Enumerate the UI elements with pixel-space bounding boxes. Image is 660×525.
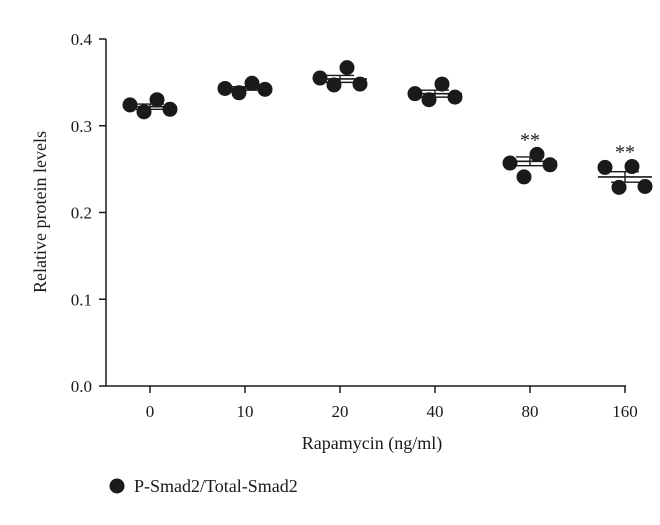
- plot-area: ** **: [122, 60, 653, 195]
- y-tick-label: 0.0: [71, 377, 92, 396]
- x-axis-title: Rapamycin (ng/ml): [302, 433, 442, 454]
- data-point: [352, 76, 368, 92]
- y-tick-label: 0.1: [71, 290, 92, 309]
- data-point: [529, 146, 545, 162]
- data-point: [217, 80, 233, 96]
- axes: 0.0 0.1 0.2 0.3 0.4 0 10 20 40 80 160: [71, 30, 638, 421]
- data-point: [637, 178, 653, 194]
- y-axis-title: Relative protein levels: [30, 131, 50, 293]
- x-tick-label: 40: [427, 402, 444, 421]
- data-point: [597, 159, 613, 175]
- data-point: [257, 81, 273, 97]
- data-point: [244, 75, 260, 91]
- data-point: [136, 104, 152, 120]
- data-point: [611, 179, 627, 195]
- significance-label: **: [615, 142, 635, 164]
- data-point: [447, 89, 463, 105]
- legend-label: P-Smad2/Total-Smad2: [134, 476, 298, 496]
- data-point: [326, 77, 342, 93]
- x-tick-label: 20: [332, 402, 349, 421]
- data-point: [122, 97, 138, 113]
- legend-marker: [109, 478, 125, 494]
- x-tick-label: 160: [612, 402, 638, 421]
- legend: P-Smad2/Total-Smad2: [109, 476, 298, 496]
- data-point: [421, 92, 437, 108]
- y-tick-label: 0.4: [71, 30, 93, 49]
- data-point: [502, 155, 518, 171]
- data-point: [231, 85, 247, 101]
- data-point: [339, 60, 355, 76]
- significance-label: **: [520, 129, 540, 151]
- y-tick-label: 0.3: [71, 117, 92, 136]
- data-point: [516, 169, 532, 185]
- data-point: [149, 92, 165, 108]
- y-tick-label: 0.2: [71, 204, 92, 223]
- x-tick-label: 0: [146, 402, 155, 421]
- data-point: [162, 101, 178, 117]
- data-point: [624, 159, 640, 175]
- x-tick-label: 80: [522, 402, 539, 421]
- data-point: [434, 76, 450, 92]
- data-point: [407, 86, 423, 102]
- x-tick-label: 10: [237, 402, 254, 421]
- data-point: [312, 70, 328, 86]
- data-point: [542, 157, 558, 173]
